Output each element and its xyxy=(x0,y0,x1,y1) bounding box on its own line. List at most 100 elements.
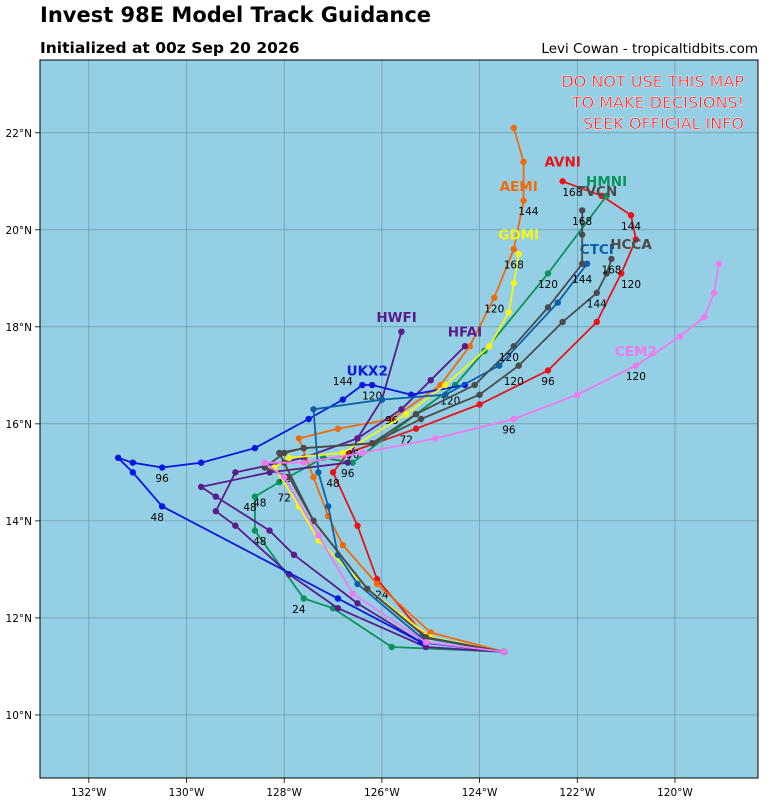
track-point xyxy=(510,279,517,287)
lon-tick-label: 128°W xyxy=(266,787,302,799)
track-point xyxy=(129,469,137,476)
track-point xyxy=(403,410,410,418)
track-point xyxy=(398,406,405,413)
track-point xyxy=(632,236,640,243)
lat-lon-grid xyxy=(40,60,758,778)
track-point xyxy=(574,391,581,398)
track-point xyxy=(354,435,361,442)
track-point xyxy=(359,449,366,457)
model-name-label: AVNI xyxy=(544,155,580,171)
track-point xyxy=(300,595,307,602)
track-line xyxy=(297,127,525,653)
track-point xyxy=(334,605,342,612)
track-point xyxy=(603,192,610,200)
lat-tick-label: 14°N xyxy=(6,516,32,528)
track-hcca: 120 144 168 HCCA xyxy=(276,237,652,656)
track-point xyxy=(593,318,601,326)
track-point xyxy=(618,270,625,277)
track-point xyxy=(300,459,307,466)
track-point xyxy=(476,391,483,398)
forecast-hour-label: 168 xyxy=(601,264,621,276)
map-title: Invest 98E Model Track Guidance xyxy=(40,3,432,27)
track-point xyxy=(554,299,561,306)
model-name-label: HCCA xyxy=(610,237,652,253)
track-point xyxy=(354,580,361,588)
model-name-label: HFAI xyxy=(448,325,482,341)
track-point xyxy=(373,575,381,583)
track-point xyxy=(710,289,718,297)
track-line xyxy=(273,253,520,653)
lat-tick-label: 16°N xyxy=(6,419,32,431)
forecast-hour-label: 48 xyxy=(253,536,266,548)
forecast-hour-label: 48 xyxy=(151,512,164,524)
track-point xyxy=(251,527,259,534)
forecast-hour-label: 120 xyxy=(484,303,504,315)
track-point xyxy=(578,260,586,267)
forecast-hour-label: 96 xyxy=(502,425,516,437)
track-aemi: 120 144 AEMI xyxy=(295,124,539,656)
track-point xyxy=(129,459,137,466)
forecast-hour-label: 96 xyxy=(155,473,169,485)
track-point xyxy=(412,410,420,418)
forecast-hour-label: 168 xyxy=(562,187,582,199)
track-point xyxy=(364,585,371,592)
model-name-label: CTCI xyxy=(580,242,614,258)
forecast-hour-label: 96 xyxy=(541,376,555,388)
model-name-label: HMNI xyxy=(586,174,627,190)
track-point xyxy=(266,527,273,534)
forecast-hour-label: 48 xyxy=(253,497,266,509)
track-point xyxy=(427,376,434,384)
track-point xyxy=(290,551,298,559)
track-point xyxy=(354,600,361,607)
track-point xyxy=(544,270,552,277)
track-point xyxy=(334,425,342,432)
warning-line: SEEK OFFICIAL INFO xyxy=(583,114,744,133)
track-point xyxy=(520,197,527,204)
track-point xyxy=(427,629,434,636)
track-point xyxy=(476,401,483,408)
forecast-hour-label: 120 xyxy=(499,352,519,364)
lon-tick-label: 122°W xyxy=(559,787,595,799)
track-point xyxy=(315,469,322,476)
track-point xyxy=(422,638,430,646)
track-point xyxy=(486,343,493,350)
forecast-hour-label: 72 xyxy=(278,492,291,504)
forecast-hour-label: 96 xyxy=(341,468,355,480)
track-line xyxy=(263,263,720,653)
lat-tick-label: 12°N xyxy=(6,613,32,625)
lat-tick-label: 10°N xyxy=(6,710,32,722)
map-frame xyxy=(39,59,759,779)
track-point xyxy=(500,648,508,656)
track-point xyxy=(442,381,449,389)
track-point xyxy=(344,459,351,466)
track-point xyxy=(197,459,205,466)
track-point xyxy=(310,474,317,481)
warning-text: DO NOT USE THIS MAP TO MAKE DECISIONS! SEE… xyxy=(561,72,744,133)
lat-tick-label: 22°N xyxy=(6,128,32,140)
track-point xyxy=(261,464,268,471)
track-point xyxy=(295,435,303,442)
track-point xyxy=(359,381,366,389)
track-point xyxy=(432,435,439,442)
track-point xyxy=(593,289,601,297)
model-name-label: HWFI xyxy=(376,310,416,326)
track-point xyxy=(515,362,522,369)
track-point xyxy=(281,474,288,481)
track-point xyxy=(412,425,420,432)
model-name-label: AEMI xyxy=(500,179,538,195)
track-point xyxy=(349,459,356,466)
track-point xyxy=(491,294,498,301)
forecast-hour-label: 168 xyxy=(504,260,524,272)
track-point xyxy=(305,415,312,423)
track-point xyxy=(276,478,283,486)
forecast-hour-label: 48 xyxy=(243,502,256,514)
track-point xyxy=(422,634,430,641)
forecast-hour-label: 144 xyxy=(621,221,641,233)
track-point xyxy=(466,343,474,350)
map-subtitle: Initialized at 00z Sep 20 2026 xyxy=(40,39,300,57)
track-point xyxy=(315,532,322,539)
track-point xyxy=(398,328,405,335)
track-point xyxy=(388,643,395,651)
